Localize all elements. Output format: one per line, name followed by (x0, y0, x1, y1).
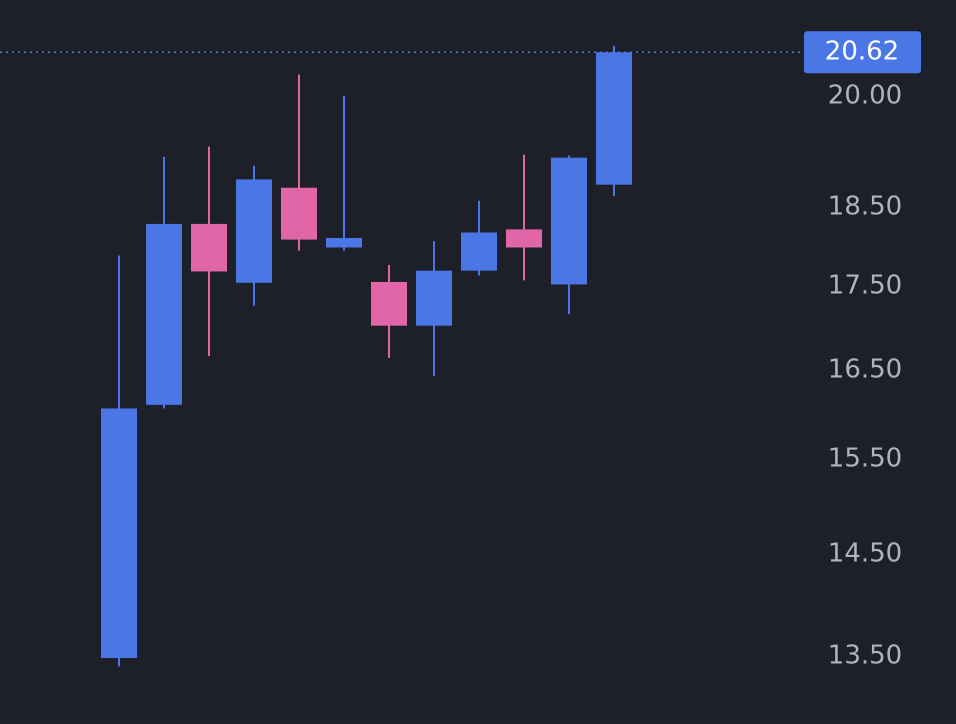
candle-body (101, 408, 137, 659)
candle-body (551, 157, 587, 285)
candle-body (146, 223, 182, 405)
candle-body (236, 179, 272, 283)
y-tick-label: 14.50 (828, 539, 902, 569)
candle-body (596, 52, 632, 185)
y-tick-label: 20.00 (828, 80, 902, 110)
y-tick-label: 15.50 (828, 444, 902, 474)
last-price-label: 20.62 (825, 37, 899, 67)
y-tick-label: 16.50 (828, 354, 902, 384)
candle-body (416, 270, 452, 326)
last-price-badge (804, 31, 921, 74)
candle-body (371, 281, 407, 326)
candle-body (461, 232, 497, 271)
candle-body (191, 223, 227, 272)
candle-body (326, 238, 362, 248)
y-tick-label: 13.50 (828, 640, 902, 670)
candle-body (281, 187, 317, 240)
y-tick-label: 18.50 (828, 191, 902, 221)
y-tick-label: 17.50 (828, 271, 902, 301)
candle-body (506, 229, 542, 248)
